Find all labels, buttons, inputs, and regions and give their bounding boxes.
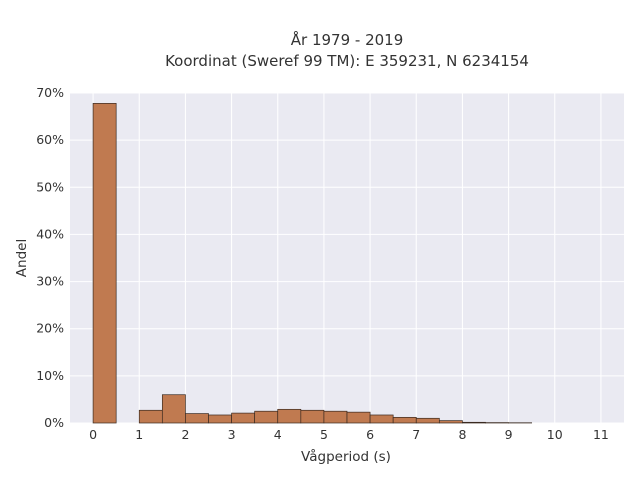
histogram-bar [185,414,208,423]
x-tick-label: 3 [228,427,236,442]
x-tick-label: 8 [458,427,466,442]
histogram-bar [416,418,439,423]
x-tick-label: 1 [135,427,143,442]
x-axis-label: Vågperiod (s) [301,448,391,465]
histogram-bar [462,422,485,423]
x-tick-label: 6 [366,427,374,442]
y-axis-label: Andel [14,239,30,277]
x-tick-label: 10 [547,427,563,442]
y-tick-label: 70% [36,85,64,100]
y-tick-label: 40% [36,226,64,241]
histogram-bar [439,421,462,423]
histogram-bar [139,410,162,423]
y-tick-label: 50% [36,179,64,194]
chart-title: År 1979 - 2019 [291,30,404,49]
histogram-bar [255,411,278,423]
histogram-bar [370,415,393,423]
x-tick-label: 5 [320,427,328,442]
chart-subtitle: Koordinat (Sweref 99 TM): E 359231, N 62… [165,52,529,70]
histogram-bar [162,395,185,423]
x-tick-label: 11 [593,427,609,442]
x-tick-label: 0 [89,427,97,442]
histogram-bar [209,415,232,423]
histogram-bar [278,409,301,423]
histogram-bar [347,412,370,423]
x-axis-ticks: 0 1 2 3 4 5 6 7 8 9 10 11 [89,427,609,442]
y-axis-ticks: 0% 10% 20% 30% 40% 50% 60% 70% [36,85,64,430]
y-tick-label: 20% [36,321,64,336]
histogram-bar [324,411,347,423]
y-tick-label: 30% [36,274,64,289]
x-tick-label: 2 [181,427,189,442]
y-tick-label: 60% [36,132,64,147]
y-tick-label: 0% [44,415,64,430]
histogram-bar [393,417,416,423]
histogram-bar [232,413,255,423]
x-tick-label: 4 [274,427,282,442]
histogram-bar [301,410,324,423]
plot-area [70,93,624,423]
y-tick-label: 10% [36,368,64,383]
histogram-bar [93,103,116,423]
x-tick-label: 7 [412,427,420,442]
x-tick-label: 9 [505,427,513,442]
